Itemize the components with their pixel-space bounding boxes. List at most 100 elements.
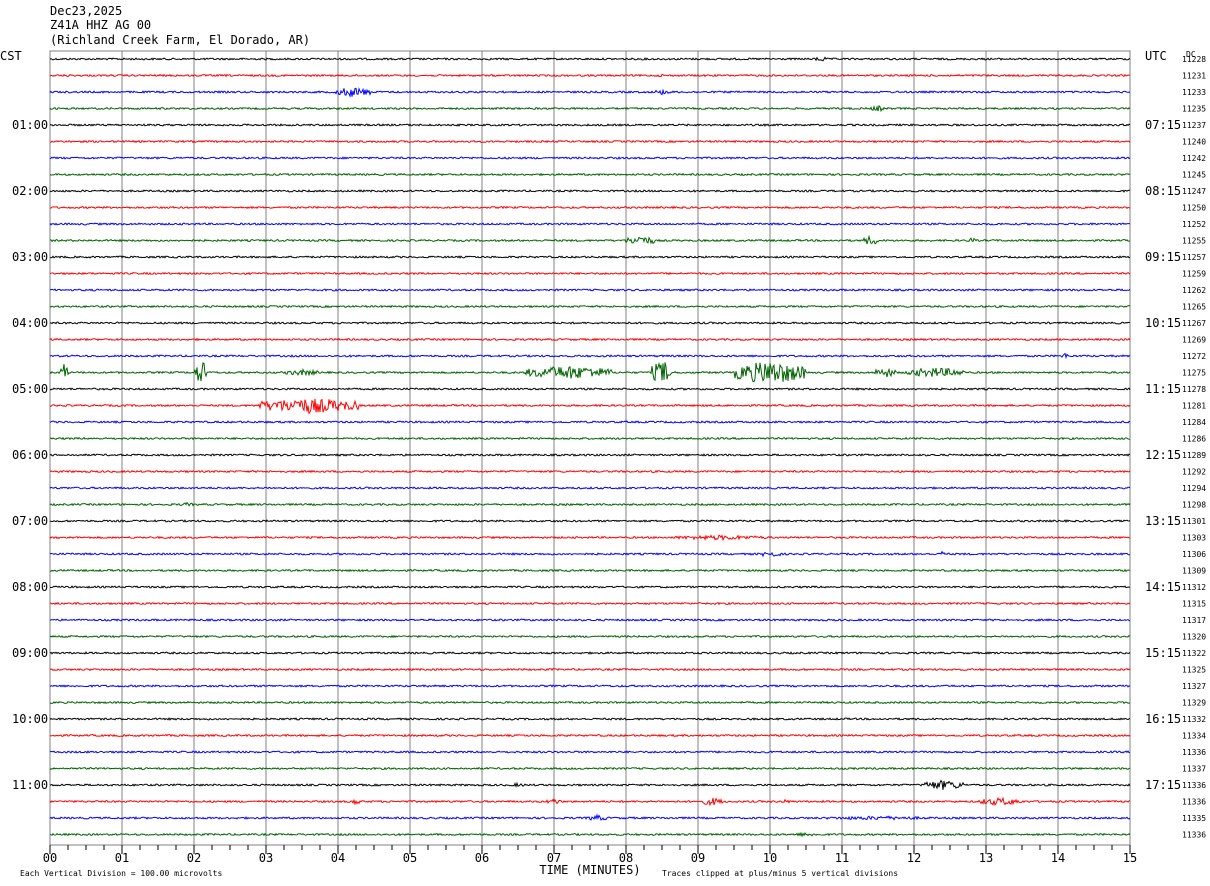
dc-value-label: 11250 [1182,204,1206,213]
seismic-trace [49,387,1131,391]
seismic-trace [49,321,1131,325]
utc-hour-label: 07:15 [1145,118,1181,132]
utc-hour-label: 10:15 [1145,316,1181,330]
x-tick-label: 15 [1123,851,1137,865]
clip-note: Traces clipped at plus/minus 5 vertical … [662,869,898,878]
dc-value-label: 11257 [1182,253,1206,262]
dc-value-label: 11336 [1182,781,1206,790]
x-tick-label: 03 [259,851,273,865]
dc-value-label: 11322 [1182,649,1206,658]
header-station: Z41A HHZ AG 00 [50,18,152,32]
seismic-trace [49,585,1131,589]
seismic-trace [49,813,1131,821]
seismic-trace [49,684,1131,688]
cst-hour-label: 02:00 [12,184,48,198]
seismic-trace [49,104,1131,113]
dc-value-label: 11337 [1182,765,1206,774]
dc-value-label: 11332 [1182,715,1206,724]
dc-value-label: 11235 [1182,105,1206,114]
seismic-trace [49,766,1131,771]
dc-value-label: 11278 [1182,385,1206,394]
cst-hour-label: 08:00 [12,580,48,594]
seismic-trace [49,304,1131,309]
utc-hour-label: 15:15 [1145,646,1181,660]
dc-value-label: 11336 [1182,798,1206,807]
x-tick-label: 09 [691,851,705,865]
seismic-trace [49,453,1131,457]
dc-value-label: 11265 [1182,303,1206,312]
seismic-trace [49,733,1131,738]
x-tick-label: 14 [1051,851,1065,865]
dc-value-label: 11336 [1182,831,1206,840]
seismic-trace [49,568,1131,573]
dc-value-label: 11233 [1182,88,1206,97]
dc-value-label: 11284 [1182,418,1206,427]
dc-value-label: 11325 [1182,666,1206,675]
dc-value-label: 11231 [1182,72,1206,81]
seismic-trace [49,667,1131,672]
x-tick-label: 11 [835,851,849,865]
seismic-trace [49,123,1131,127]
dc-value-label: 11269 [1182,336,1206,345]
x-tick-label: 06 [475,851,489,865]
dc-value-label: 11329 [1182,699,1206,708]
cst-hour-label: 05:00 [12,382,48,396]
utc-hour-label: 17:15 [1145,778,1181,792]
seismic-trace [49,534,1131,542]
x-tick-label: 13 [979,851,993,865]
dc-value-label: 11289 [1182,451,1206,460]
seismic-trace [49,352,1131,360]
dc-value-label: 11255 [1182,237,1206,246]
dc-value-label: 11262 [1182,286,1206,295]
seismic-trace [49,501,1131,507]
seismic-trace [49,361,1131,383]
seismic-trace [49,519,1131,523]
seismic-trace [49,189,1131,193]
seismic-trace [49,486,1131,490]
utc-hour-label: 08:15 [1145,184,1181,198]
seismic-trace [49,337,1131,342]
dc-value-label: 11309 [1182,567,1206,576]
dc-value-label: 11245 [1182,171,1206,180]
x-tick-label: 02 [187,851,201,865]
x-tick-label: 00 [43,851,57,865]
dc-value-label: 11228 [1182,55,1206,64]
dc-value-label: 11303 [1182,534,1206,543]
cst-hour-label: 01:00 [12,118,48,132]
x-tick-label: 07 [547,851,561,865]
cst-hour-label: 11:00 [12,778,48,792]
plot-frame [49,50,1131,846]
dc-value-label: 11252 [1182,220,1206,229]
seismic-trace [49,750,1131,754]
seismic-trace [49,634,1131,639]
x-tick-label: 01 [115,851,129,865]
seismic-trace [49,73,1131,78]
x-tick-label: 10 [763,851,777,865]
dc-value-label: 11335 [1182,814,1206,823]
dc-value-label: 11292 [1182,468,1206,477]
utc-hour-label: 11:15 [1145,382,1181,396]
x-tick-label: 12 [907,851,921,865]
seismic-trace [49,139,1131,144]
seismic-trace [49,288,1131,292]
dc-value-label: 11294 [1182,484,1206,493]
cst-hour-label: 03:00 [12,250,48,264]
seismic-trace [49,205,1131,210]
cst-hour-label: 06:00 [12,448,48,462]
x-tick-label: 04 [331,851,345,865]
utc-hour-label: 16:15 [1145,712,1181,726]
division-note: Each Vertical Division = 100.00 microvol… [20,869,222,878]
dc-value-label: 11306 [1182,550,1206,559]
seismic-trace [49,651,1131,655]
x-axis-title: TIME (MINUTES) [539,863,640,877]
x-tick-label: 08 [619,851,633,865]
dc-value-label: 11327 [1182,682,1206,691]
cst-hour-label: 09:00 [12,646,48,660]
seismic-trace [49,618,1131,622]
dc-value-label: 11301 [1182,517,1206,526]
dc-value-label: 11317 [1182,616,1206,625]
header-date: Dec23,2025 [50,4,123,18]
cst-hour-label: 10:00 [12,712,48,726]
dc-value-label: 11242 [1182,154,1206,163]
